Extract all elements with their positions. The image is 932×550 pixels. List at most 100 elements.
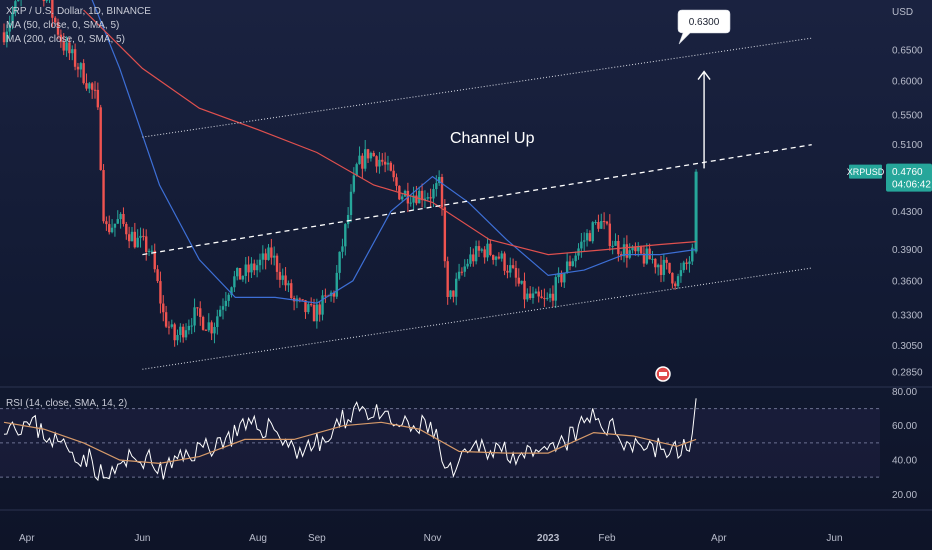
candle-body xyxy=(349,191,353,216)
candle-body xyxy=(352,175,356,192)
candle-body xyxy=(594,222,597,224)
candle-body xyxy=(210,322,213,334)
candle-body xyxy=(147,250,151,252)
candle-body xyxy=(42,0,46,2)
candle-body xyxy=(8,22,11,32)
candle-body xyxy=(11,12,14,23)
candle-body xyxy=(119,213,122,220)
candle-body xyxy=(392,170,395,178)
candle-body xyxy=(639,246,643,254)
ma200-line xyxy=(83,9,697,256)
candle-body xyxy=(588,233,592,242)
candle-body xyxy=(369,152,373,159)
candle-body xyxy=(651,258,654,260)
candle-body xyxy=(59,34,63,42)
candle-body xyxy=(179,326,182,336)
candle-body xyxy=(565,261,569,273)
candle-body xyxy=(236,268,239,277)
candle-body xyxy=(79,63,82,70)
candle-body xyxy=(162,303,165,313)
candle-body xyxy=(233,276,236,288)
price-tick-label: 0.3900 xyxy=(892,245,923,256)
candle-body xyxy=(585,233,589,241)
time-tick-label: Sep xyxy=(308,533,326,544)
rsi-band-fill xyxy=(0,408,880,478)
candle-body xyxy=(648,248,651,260)
candle-body xyxy=(14,1,17,13)
candle-body xyxy=(469,254,472,264)
time-tick-label: Jun xyxy=(826,533,842,544)
candle-body xyxy=(90,83,94,90)
price-tick-label: 0.3300 xyxy=(892,310,923,321)
candle-body xyxy=(631,246,634,251)
price-tick-label: 0.4300 xyxy=(892,207,923,218)
candle-body xyxy=(426,197,429,199)
candle-body xyxy=(116,219,119,224)
candle-body xyxy=(290,283,293,298)
candle-body xyxy=(634,246,637,252)
candle-body xyxy=(196,307,199,309)
candle-body xyxy=(554,277,557,301)
candle-body xyxy=(605,221,609,224)
candle-body xyxy=(272,255,276,258)
candle-body xyxy=(315,304,319,322)
candle-body xyxy=(253,263,256,271)
candle-body xyxy=(560,272,563,283)
candle-body xyxy=(409,202,412,204)
candle-body xyxy=(480,249,484,251)
candle-body xyxy=(659,264,663,275)
last-price-label: 0.4760 xyxy=(892,167,923,178)
candle-body xyxy=(207,322,210,331)
candle-body xyxy=(281,275,284,280)
candle-body xyxy=(99,107,102,171)
target-label: 0.6300 xyxy=(689,17,720,28)
rsi-legend: RSI (14, close, SMA, 14, 2) xyxy=(6,398,128,409)
candle-body xyxy=(506,270,509,273)
time-tick-label: Aug xyxy=(249,533,267,544)
channel-lower-line xyxy=(142,267,812,370)
ma50-legend: MA (50, close, 0, SMA, 5) xyxy=(6,20,120,31)
candle-body xyxy=(53,17,57,23)
candle-body xyxy=(514,267,518,278)
candle-body xyxy=(637,246,640,252)
candle-body xyxy=(341,246,344,252)
candle-body xyxy=(645,248,648,264)
candle-body xyxy=(93,89,97,91)
candle-body xyxy=(531,293,535,299)
channel-middle-line xyxy=(142,144,812,256)
price-tick-label: 0.3050 xyxy=(892,341,923,352)
candle-body xyxy=(494,256,498,260)
candle-body xyxy=(298,298,301,300)
price-tick-label: 0.6500 xyxy=(892,45,923,56)
candle-body xyxy=(346,215,350,225)
candle-body xyxy=(96,89,100,108)
candle-body xyxy=(483,249,486,258)
time-tick-label: Apr xyxy=(19,533,35,544)
candle-body xyxy=(204,329,208,331)
candle-body xyxy=(511,265,515,268)
candle-body xyxy=(656,264,660,268)
price-tick-label: 0.5100 xyxy=(892,140,923,151)
candle-body xyxy=(671,272,674,284)
candle-body xyxy=(153,250,156,270)
candles xyxy=(2,0,694,347)
candle-body xyxy=(309,304,313,306)
candle-body xyxy=(500,253,503,259)
candle-body xyxy=(583,240,586,242)
candle-body xyxy=(127,234,131,242)
candle-body xyxy=(676,276,680,287)
candle-body xyxy=(176,335,179,341)
candle-body xyxy=(199,308,202,317)
candle-body xyxy=(125,223,128,235)
candle-body xyxy=(284,275,287,286)
candle-body xyxy=(190,325,193,327)
candle-body xyxy=(557,272,560,278)
price-unit-label: USD xyxy=(892,7,913,18)
candle-body xyxy=(617,240,620,255)
candle-body xyxy=(85,83,88,89)
candle-body xyxy=(486,243,489,258)
candle-body xyxy=(335,272,338,297)
candle-body xyxy=(221,306,225,310)
candle-body xyxy=(2,32,6,43)
